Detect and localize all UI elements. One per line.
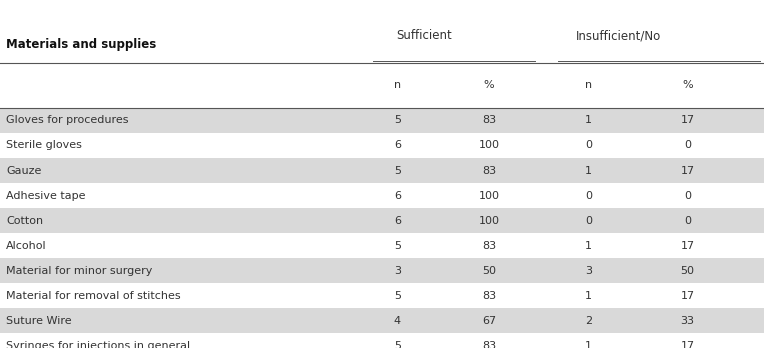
Text: 1: 1: [584, 341, 592, 348]
Text: Suture Wire: Suture Wire: [6, 316, 72, 326]
Text: Insufficient/No: Insufficient/No: [576, 29, 662, 42]
Text: 4: 4: [393, 316, 401, 326]
Bar: [0, 333, 764, 348]
Text: Material for removal of stitches: Material for removal of stitches: [6, 291, 181, 301]
Text: %: %: [484, 80, 494, 90]
Text: 33: 33: [681, 316, 694, 326]
Text: 0: 0: [684, 191, 691, 200]
Text: 17: 17: [681, 241, 694, 251]
Text: 83: 83: [482, 291, 496, 301]
Text: Sufficient: Sufficient: [397, 29, 452, 42]
Text: 5: 5: [393, 241, 401, 251]
Text: Sterile gloves: Sterile gloves: [6, 141, 82, 150]
Text: 1: 1: [584, 291, 592, 301]
Text: 83: 83: [482, 241, 496, 251]
Text: 5: 5: [393, 116, 401, 125]
Text: 0: 0: [584, 141, 592, 150]
Text: 3: 3: [393, 266, 401, 276]
Bar: [0, 308, 764, 333]
Text: 83: 83: [482, 116, 496, 125]
Bar: [0, 183, 764, 208]
Text: 83: 83: [482, 166, 496, 175]
Text: 0: 0: [684, 216, 691, 226]
Bar: [0, 208, 764, 233]
Text: 0: 0: [684, 141, 691, 150]
Text: 1: 1: [584, 166, 592, 175]
Text: 3: 3: [584, 266, 592, 276]
Text: 5: 5: [393, 341, 401, 348]
Text: %: %: [682, 80, 693, 90]
Text: 50: 50: [681, 266, 694, 276]
Text: 100: 100: [478, 141, 500, 150]
Text: 67: 67: [482, 316, 496, 326]
Text: 50: 50: [482, 266, 496, 276]
Text: 6: 6: [393, 141, 401, 150]
Bar: [0, 233, 764, 258]
Text: 0: 0: [584, 191, 592, 200]
Text: n: n: [393, 80, 401, 90]
Bar: [0, 158, 764, 183]
Text: 0: 0: [584, 216, 592, 226]
Text: Cotton: Cotton: [6, 216, 44, 226]
Text: 1: 1: [584, 116, 592, 125]
Text: 1: 1: [584, 241, 592, 251]
Bar: [0, 108, 764, 133]
Text: 17: 17: [681, 291, 694, 301]
Text: 100: 100: [478, 191, 500, 200]
Text: 17: 17: [681, 116, 694, 125]
Bar: [0, 133, 764, 158]
Text: 6: 6: [393, 216, 401, 226]
Text: Alcohol: Alcohol: [6, 241, 47, 251]
Bar: [0, 258, 764, 283]
Text: 17: 17: [681, 166, 694, 175]
Text: 100: 100: [478, 216, 500, 226]
Text: Gloves for procedures: Gloves for procedures: [6, 116, 128, 125]
Text: Syringes for injections in general: Syringes for injections in general: [6, 341, 190, 348]
Text: 2: 2: [584, 316, 592, 326]
Text: 5: 5: [393, 291, 401, 301]
Text: n: n: [584, 80, 592, 90]
Text: 5: 5: [393, 166, 401, 175]
Text: Materials and supplies: Materials and supplies: [6, 38, 157, 50]
Text: 17: 17: [681, 341, 694, 348]
Text: Adhesive tape: Adhesive tape: [6, 191, 86, 200]
Text: 83: 83: [482, 341, 496, 348]
Text: Material for minor surgery: Material for minor surgery: [6, 266, 153, 276]
Bar: [0, 283, 764, 308]
Text: 6: 6: [393, 191, 401, 200]
Text: Gauze: Gauze: [6, 166, 41, 175]
